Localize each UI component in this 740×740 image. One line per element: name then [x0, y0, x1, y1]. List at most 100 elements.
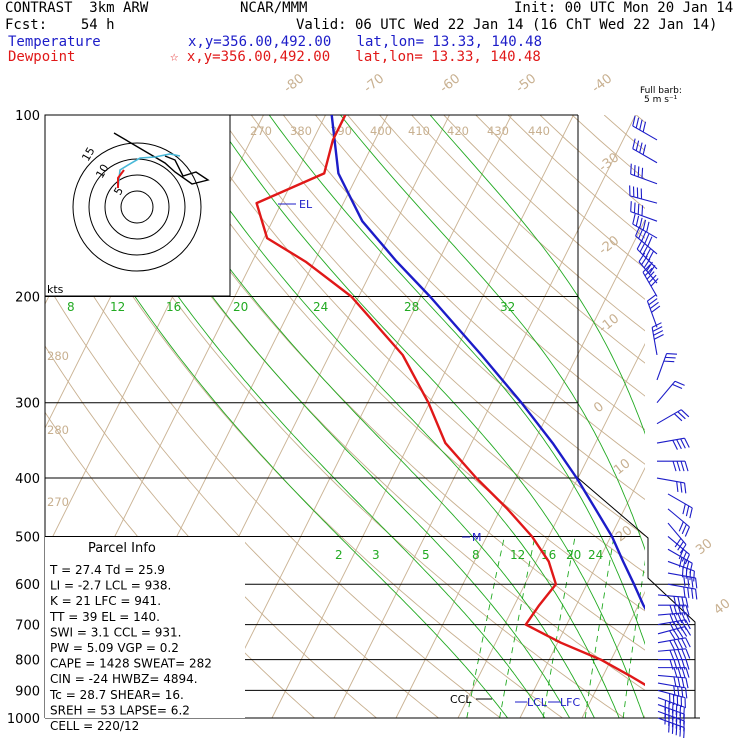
- isotherm-line: [0, 115, 16, 718]
- temperature-legend: Temperature: [8, 34, 101, 50]
- wind-barb: [630, 201, 658, 222]
- temperature-location: x,y=356.00,492.00 lat,lon= 13.33, 140.48: [188, 34, 543, 50]
- moist-adiabat-label: 24: [313, 300, 328, 314]
- wind-barb: [630, 163, 658, 185]
- theta-label: 430: [487, 124, 509, 138]
- pressure-tick-label: 400: [15, 472, 40, 487]
- wind-barb: [629, 185, 658, 204]
- dry-adiabat-line: [701, 115, 740, 731]
- dry-adiabat-line: [411, 115, 645, 332]
- m-label: M: [472, 531, 482, 544]
- hodograph-panel: [44, 114, 231, 297]
- wind-barb: [656, 409, 690, 425]
- theta-label: 380: [290, 124, 312, 138]
- mixing-ratio-line: [584, 536, 615, 718]
- parcel-info-row: T = 27.4 Td = 25.9: [49, 563, 165, 577]
- dry-adiabat-line: [539, 115, 645, 209]
- dry-adiabat-line: [603, 115, 645, 152]
- moist-adiabat-label: 12: [110, 300, 125, 314]
- moist-adiabat-line: [340, 115, 645, 551]
- dry-adiabat-line: [443, 115, 645, 300]
- wind-barb: [667, 493, 693, 519]
- theta-label: 270: [250, 124, 272, 138]
- hodograph-ring: [72, 142, 202, 272]
- hodograph-ring-label: 10: [93, 162, 111, 181]
- ccl-label: CCL: [450, 693, 472, 706]
- parcel-info-row: CAPE = 1428 SWEAT= 282: [50, 657, 212, 671]
- wind-barb: [656, 380, 685, 404]
- isotherm-line: [706, 115, 740, 718]
- wind-barb: [657, 637, 691, 651]
- temperature-profile: [330, 115, 645, 611]
- dry-adiabat-line: [45, 279, 440, 718]
- dry-adiabat-line: [58, 115, 626, 718]
- lfc-label: LFC: [560, 696, 580, 709]
- barb-key-title: Full barb:: [640, 86, 682, 96]
- dewpoint-legend: Dewpoint: [8, 49, 76, 65]
- dry-adiabat-line: [154, 115, 645, 612]
- hodograph-trace-low: [117, 153, 181, 189]
- isotherm-line: [581, 590, 645, 718]
- mixing-ratio-label: 24: [588, 548, 603, 562]
- isotherm-label: -40: [589, 71, 615, 96]
- wind-barb: [667, 583, 698, 600]
- pressure-tick-label: 700: [15, 619, 40, 634]
- theta-label: 440: [528, 124, 550, 138]
- moist-adiabat-line: [165, 115, 620, 718]
- mixing-ratio-line: [466, 536, 505, 718]
- moist-adiabat-line: [45, 143, 508, 718]
- wind-barb: [657, 460, 689, 472]
- isotherm-label: -70: [361, 71, 387, 96]
- dry-adiabat-line: [218, 115, 645, 537]
- mixing-ratio-label: 3: [372, 548, 380, 562]
- wind-barb: [635, 226, 658, 255]
- mixing-ratio-line: [499, 536, 536, 718]
- wind-barb: [636, 239, 658, 270]
- dry-adiabat-line: [45, 215, 502, 718]
- isotherm-label: -20: [596, 233, 622, 258]
- moist-adiabat-line: [429, 115, 645, 435]
- wind-barb: [667, 508, 690, 537]
- parcel-info-row: SWI = 3.1 CCL = 931.: [50, 625, 181, 639]
- mixing-ratio-label: 8: [472, 548, 480, 562]
- init-time: Init: 00 UTC Mon 20 Jan 14: [514, 0, 734, 16]
- theta-label: 410: [408, 124, 430, 138]
- isotherm-line: [333, 115, 636, 718]
- isotherm-label: 40: [711, 596, 733, 618]
- parcel-info-box: [45, 537, 245, 718]
- wind-barb: [657, 594, 689, 608]
- pressure-tick-label: 1000: [7, 712, 40, 727]
- wind-barb: [646, 294, 661, 328]
- isotherm-line: [395, 218, 645, 718]
- moist-adiabat-line: [126, 115, 595, 718]
- mixing-ratio-line: [542, 536, 576, 718]
- wind-barb: [656, 353, 678, 381]
- mixing-ratio-label: 5: [422, 548, 430, 562]
- isotherm-label: 0: [591, 399, 607, 416]
- theta-label: 420: [447, 124, 469, 138]
- isotherm-line: [209, 115, 512, 718]
- forecast-hour: Fcst: 54 h: [5, 17, 115, 33]
- dewpoint-profile: [255, 115, 645, 687]
- moist-adiabat-label: 32: [500, 300, 515, 314]
- moist-adiabat-label: 28: [404, 300, 419, 314]
- moist-adiabat-label: 20: [233, 300, 248, 314]
- wind-barb: [657, 689, 686, 709]
- isotherm-label: 30: [693, 536, 715, 558]
- moist-adiabat-label: 8: [67, 300, 75, 314]
- pressure-tick-label: 500: [15, 530, 40, 545]
- wind-barb: [657, 697, 685, 718]
- barb-key-units: 5 m s⁻¹: [644, 95, 678, 105]
- pressure-tick-label: 300: [15, 397, 40, 412]
- theta-label: 280: [47, 423, 69, 437]
- parcel-info-row: Tc = 28.7 SHEAR= 16.: [49, 688, 184, 702]
- isotherm-line: [643, 714, 645, 718]
- dry-adiabat-line: [507, 115, 645, 239]
- mixing-ratio-line: [622, 559, 645, 718]
- moist-adiabat-label: 16: [166, 300, 181, 314]
- isotherm-line: [519, 466, 645, 718]
- mixing-ratio-label: 20: [566, 548, 581, 562]
- dry-adiabat-line: [282, 115, 645, 465]
- isotherm-line: [457, 342, 645, 718]
